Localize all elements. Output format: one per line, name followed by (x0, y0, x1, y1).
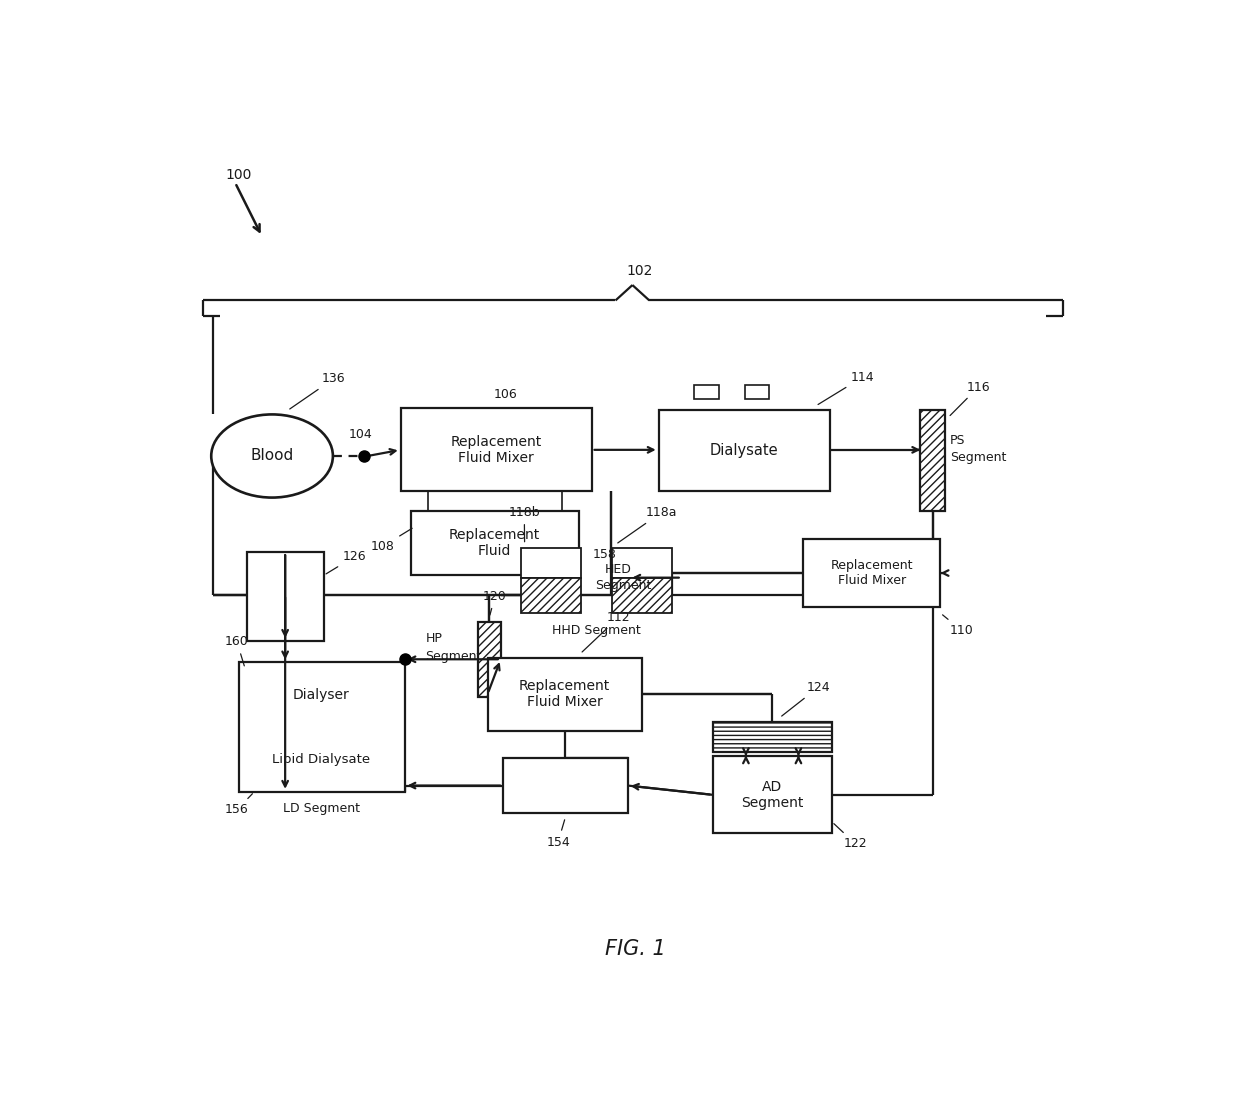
Text: 158: 158 (593, 548, 618, 561)
Text: 154: 154 (546, 820, 570, 849)
Text: Replacement
Fluid Mixer: Replacement Fluid Mixer (831, 559, 913, 587)
Text: 100: 100 (226, 168, 252, 182)
Bar (694, 386, 719, 399)
Bar (503, 758, 627, 813)
Text: AD
Segment: AD Segment (742, 780, 804, 810)
Bar (247, 552, 324, 641)
Bar (658, 410, 830, 491)
Bar (401, 408, 591, 492)
Text: 136: 136 (290, 372, 346, 409)
Text: Dialyser: Dialyser (293, 687, 350, 702)
Text: LD Segment: LD Segment (283, 802, 360, 815)
Text: 118b: 118b (508, 506, 541, 541)
Text: 122: 122 (833, 823, 867, 850)
Text: 160: 160 (226, 635, 249, 666)
Text: HED: HED (605, 564, 631, 577)
Ellipse shape (211, 414, 332, 497)
Bar (410, 512, 579, 575)
Text: 120: 120 (484, 590, 507, 615)
Text: 124: 124 (781, 681, 830, 716)
Text: Segment: Segment (425, 650, 481, 663)
Text: Segment: Segment (950, 451, 1006, 464)
Text: 104: 104 (348, 428, 372, 441)
Text: Dialysate: Dialysate (709, 443, 779, 457)
Text: 108: 108 (371, 528, 412, 552)
Bar (521, 548, 580, 578)
Bar (477, 621, 501, 697)
Text: Replacement
Fluid: Replacement Fluid (449, 528, 541, 558)
Text: 126: 126 (326, 550, 367, 573)
Bar (920, 410, 945, 512)
Text: 110: 110 (942, 614, 973, 636)
Bar (521, 578, 580, 613)
Bar (239, 662, 404, 791)
Text: FIG. 1: FIG. 1 (605, 939, 666, 959)
Text: 102: 102 (627, 264, 653, 278)
Bar (487, 657, 641, 730)
Bar (713, 756, 832, 833)
Text: 112: 112 (582, 611, 631, 652)
Text: 156: 156 (226, 793, 253, 817)
Text: HP: HP (425, 632, 443, 645)
Bar (804, 539, 940, 607)
Bar (611, 548, 672, 578)
Text: Segment: Segment (595, 579, 652, 592)
Text: Replacement
Fluid Mixer: Replacement Fluid Mixer (520, 680, 610, 709)
Bar (713, 722, 832, 753)
Text: Lipid Dialysate: Lipid Dialysate (273, 753, 371, 766)
Text: Blood: Blood (250, 449, 294, 463)
Text: 116: 116 (950, 380, 991, 415)
Text: Replacement
Fluid Mixer: Replacement Fluid Mixer (450, 434, 542, 465)
Text: 106: 106 (494, 388, 517, 401)
Text: 118a: 118a (618, 506, 677, 543)
Text: HHD Segment: HHD Segment (552, 623, 641, 636)
Bar (745, 386, 770, 399)
Bar (611, 578, 672, 613)
Text: 114: 114 (818, 370, 874, 404)
Text: PS: PS (950, 434, 965, 448)
